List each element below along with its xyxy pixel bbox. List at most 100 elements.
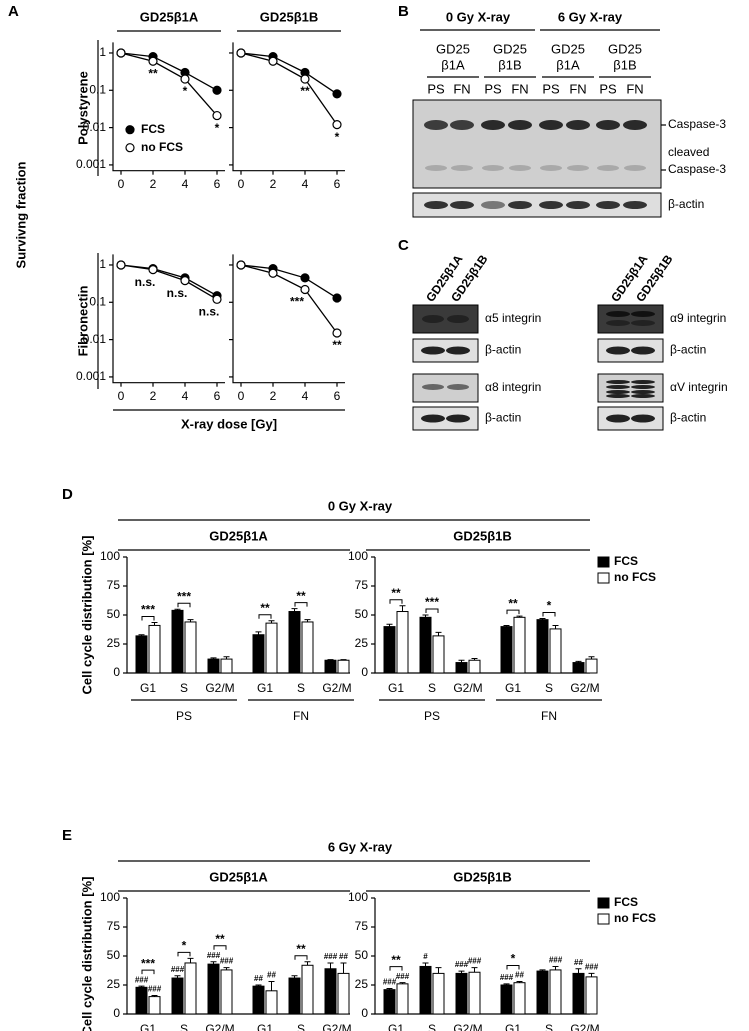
error-bar: [503, 983, 510, 985]
legend-swatch: [597, 913, 610, 925]
blot-band: [567, 165, 589, 171]
lane-label: FN: [511, 81, 528, 96]
series-line: [120, 52, 218, 91]
y-tick-label: 0.1: [89, 82, 106, 96]
x-tick-label: G1: [388, 1022, 404, 1031]
chart-title: 6 Gy X-ray: [328, 839, 393, 854]
blot-band: [508, 201, 532, 209]
blot-band: [631, 346, 655, 355]
bar: [513, 616, 526, 674]
x-tick-label: G2/M: [322, 1022, 351, 1031]
legend-swatch: [597, 897, 610, 909]
x-tick-label: 6: [334, 389, 341, 403]
blot-band: [631, 414, 655, 423]
lane-label: β1B: [498, 57, 521, 72]
error-bar: [588, 656, 595, 660]
lane-label: FN: [453, 81, 470, 96]
blot-band: [631, 311, 655, 317]
bar: [585, 658, 598, 674]
protein-label: β-actin: [670, 343, 706, 357]
bar: [171, 609, 184, 674]
blot-band: [424, 120, 448, 130]
series-line: [120, 264, 218, 300]
x-tick-label: 2: [270, 389, 277, 403]
error-bar: [304, 619, 311, 622]
y-axis-label: Cell cycle distribution [%]: [79, 877, 94, 1031]
hash-label: ##: [267, 971, 276, 980]
hash-label: ###: [171, 965, 185, 974]
blot-band: [424, 201, 448, 209]
protein-label: β-actin: [485, 411, 521, 425]
error-bar: [223, 656, 230, 660]
significance-bracket: [506, 609, 520, 615]
bar: [432, 635, 445, 674]
blot-band: [606, 311, 630, 317]
error-bar: [399, 605, 406, 612]
bar: [572, 972, 585, 1015]
bar: [252, 634, 265, 674]
protein-label: β-actin: [485, 343, 521, 357]
lane-label: GD25: [493, 41, 527, 56]
error-bar: [174, 608, 181, 611]
x-tick-label: 0: [118, 177, 125, 191]
blot-band: [606, 390, 630, 394]
error-bar: [223, 967, 230, 970]
row-header: Polystyrene: [75, 71, 90, 145]
significance-label: **: [215, 932, 225, 946]
x-tick-label: S: [180, 681, 188, 695]
significance-label: **: [391, 586, 401, 600]
protein-label: cleaved: [668, 145, 709, 159]
group-label: PS: [176, 709, 192, 723]
y-tick-label: 50: [355, 948, 369, 962]
series-line: [240, 52, 338, 95]
bar: [500, 626, 513, 674]
group-label: PS: [424, 709, 440, 723]
annotation: *: [335, 130, 340, 144]
annotation: **: [332, 338, 342, 352]
error-bar: [471, 658, 478, 661]
blot: [412, 99, 662, 189]
error-bar: [340, 659, 347, 661]
bar: [455, 972, 468, 1015]
error-bar: [268, 620, 275, 624]
blot: [597, 304, 664, 334]
significance-label: ***: [177, 589, 191, 603]
protein-label: α8 integrin: [485, 380, 541, 394]
blot-band: [631, 380, 655, 384]
bar: [419, 616, 432, 674]
error-bar: [210, 657, 217, 660]
error-bar: [386, 987, 393, 990]
x-tick-label: G1: [505, 681, 521, 695]
error-bar: [516, 981, 523, 983]
bar: [148, 624, 161, 674]
error-bar: [575, 968, 582, 974]
significance-label: **: [260, 601, 270, 615]
blot-band: [623, 201, 647, 209]
y-tick-label: 0: [113, 1006, 120, 1020]
error-bar: [471, 967, 478, 973]
condition-label: 6 Gy X-ray: [558, 9, 623, 24]
x-tick-label: G2/M: [570, 681, 599, 695]
protein-label: αV integrin: [670, 380, 728, 394]
error-bar: [187, 619, 194, 622]
error-bar: [435, 631, 442, 636]
legend-marker: [125, 143, 135, 153]
significance-label: ***: [141, 603, 155, 617]
y-tick-label: 25: [107, 636, 121, 650]
x-tick-label: 2: [150, 389, 157, 403]
bar: [419, 965, 432, 1015]
chart-title: 0 Gy X-ray: [328, 498, 393, 513]
x-tick-label: 2: [270, 177, 277, 191]
blot-band: [540, 165, 562, 171]
marker: [180, 74, 190, 84]
protein-label: α9 integrin: [670, 311, 726, 325]
error-bar: [575, 660, 582, 663]
legend-label: no FCS: [614, 911, 656, 925]
axis: [112, 42, 225, 172]
significance-label: **: [391, 953, 401, 967]
y-tick-label: 0: [361, 1006, 368, 1020]
blot-band: [451, 165, 473, 171]
series-line: [120, 52, 218, 117]
x-tick-label: G2/M: [205, 681, 234, 695]
bar: [184, 962, 197, 1015]
